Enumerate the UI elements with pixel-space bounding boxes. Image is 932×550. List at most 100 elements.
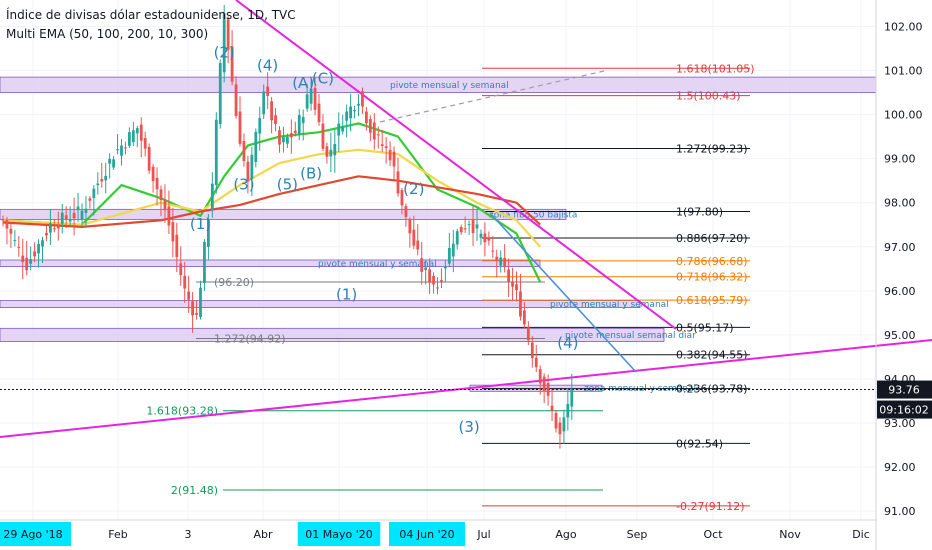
reference-level-label: 1.272(94.92) (214, 332, 286, 345)
candle-body (226, 19, 230, 50)
candle-body (167, 206, 171, 226)
elliott-wave-label: (5) (277, 175, 298, 193)
candle-body (207, 219, 210, 247)
elliott-wave-label: (C) (312, 70, 334, 88)
candle-body (436, 287, 439, 289)
candle-body (234, 84, 238, 117)
candle-body (392, 151, 396, 167)
elliott-wave-label: (3) (458, 418, 479, 436)
elliott-wave-label: (4) (557, 334, 578, 352)
candle-body (96, 183, 100, 186)
candle-body (17, 246, 21, 248)
candle-body (321, 123, 325, 149)
candle-body (218, 62, 222, 124)
candle-body (566, 403, 570, 418)
x-tick-label: Feb (108, 528, 127, 541)
elliott-wave-label: (2) (214, 43, 235, 61)
candle-body (305, 94, 309, 109)
candle-body (84, 208, 88, 213)
candle-body (459, 226, 463, 233)
candle-body (479, 233, 483, 238)
candle-body (64, 215, 68, 220)
candle-body (546, 382, 550, 396)
candle-body (76, 206, 80, 211)
x-tick-label: Ago (555, 528, 577, 541)
fib-level-label: 0(92.54) (676, 437, 723, 450)
candle-body (120, 145, 123, 156)
fib-level-label: 0.236(93.78) (676, 383, 748, 396)
candle-body (471, 219, 475, 234)
candle-body (293, 130, 297, 133)
candle-body (72, 212, 76, 219)
zone-label: pivote mensual y semanal (550, 300, 669, 310)
candle-body (49, 223, 52, 233)
candle-body (317, 103, 321, 123)
candle-body (258, 118, 262, 134)
candle-body (550, 405, 554, 411)
candle-body (495, 256, 499, 261)
x-tick-label: Dic (852, 528, 870, 541)
candlesticks (1, 5, 574, 449)
candle-body (463, 228, 467, 230)
candle-body (56, 224, 60, 229)
candle-body (542, 376, 546, 392)
y-tick-label: 95.00 (884, 329, 916, 342)
candle-body (432, 275, 435, 285)
symbol-title[interactable]: Índice de divisas dólar estadounidense, … (6, 8, 296, 22)
candle-body (274, 115, 277, 124)
zone-label: pivote mensual semanal diar (565, 331, 696, 341)
candle-body (558, 422, 562, 435)
candle-body (424, 267, 428, 270)
candle-body (388, 149, 392, 161)
candle-body (376, 134, 380, 136)
candle-body (519, 291, 522, 317)
candle-body (100, 179, 104, 182)
candle-body (203, 241, 206, 283)
elliott-wave-label: (3) (233, 175, 254, 193)
candle-body (104, 175, 108, 181)
countdown-timer: 09:16:02 (879, 404, 928, 417)
fib-level-label: 1.618(101.05) (676, 62, 755, 75)
candle-body (483, 233, 487, 243)
fib-level-label: 1.5(100.43) (676, 90, 741, 103)
indicator-label[interactable]: Multi EMA (50, 100, 200, 10, 300) (6, 27, 209, 41)
candle-body (444, 266, 447, 269)
candle-body (135, 128, 139, 134)
candle-body (266, 86, 270, 96)
x-tick-label: Sep (627, 528, 648, 541)
candle-body (139, 124, 143, 141)
candle-body (570, 389, 574, 407)
candle-body (147, 146, 151, 171)
candle-body (155, 177, 159, 190)
x-tick-label: Nov (779, 528, 801, 541)
candle-body (357, 103, 360, 106)
candle-body (365, 111, 368, 124)
descending-trendline (235, 0, 677, 330)
pivot-zone (0, 208, 567, 220)
candle-body (286, 137, 289, 144)
reference-level-label: (96.20) (214, 276, 254, 289)
x-tick-label: 01 Mayo '20 (305, 528, 372, 541)
candle-body (92, 188, 96, 198)
y-tick-label: 97.00 (884, 241, 916, 254)
candle-body (88, 198, 92, 201)
fib-level-label: 1(97.80) (676, 206, 723, 219)
date-highlight-badge (297, 522, 381, 546)
candle-body (159, 189, 163, 201)
elliott-wave-label: (B) (300, 164, 322, 182)
candle-body (37, 243, 40, 254)
fib-level-label: 0.382(94.55) (676, 349, 748, 362)
ema-line (2, 175, 541, 228)
candle-body (179, 263, 183, 276)
candle-body (183, 275, 187, 289)
time-axis: 29 Ago '18 Feb 3 Abr 01 Mayo '20 04 Jun '20 Ju… (0, 519, 876, 546)
candle-body (199, 287, 202, 317)
fib-level-label: 1.272(99.23) (676, 143, 748, 156)
candle-body (230, 46, 234, 82)
candle-body (301, 117, 305, 124)
candle-body (313, 87, 317, 110)
candle-body (467, 224, 471, 226)
candle-body (428, 269, 431, 283)
candle-body (254, 131, 258, 163)
